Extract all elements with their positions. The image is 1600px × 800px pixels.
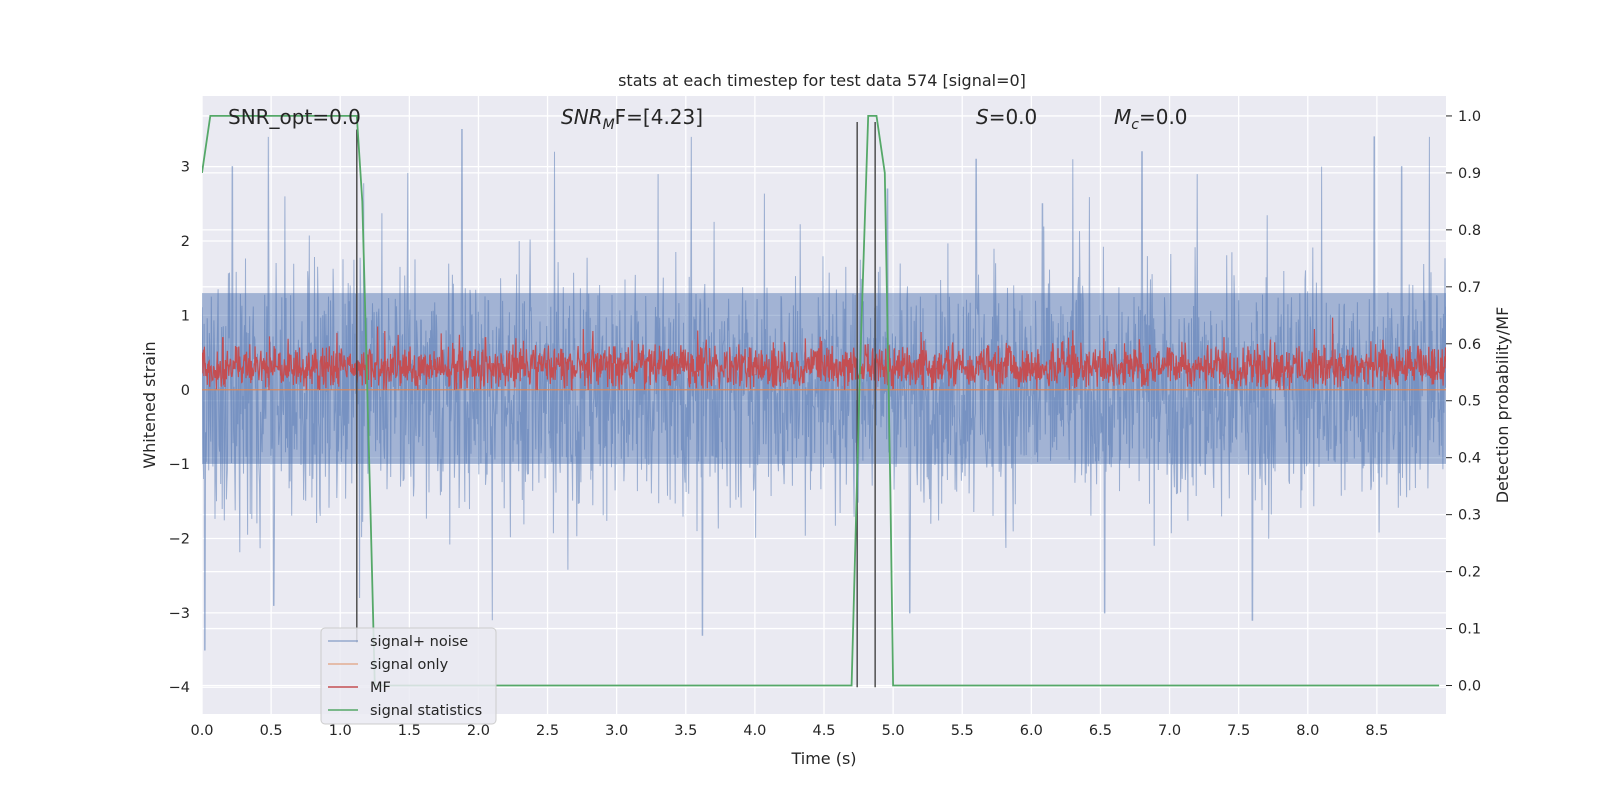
x-tick-label: 2.0 bbox=[467, 723, 490, 739]
y-axis-label: Whitened strain bbox=[140, 341, 159, 468]
y2-tick-label: 0.7 bbox=[1458, 280, 1481, 296]
y2-tick-label: 0.8 bbox=[1458, 223, 1481, 239]
x-tick-label: 1.0 bbox=[329, 723, 352, 739]
annotation-mc-sub: c bbox=[1131, 117, 1139, 133]
y-tick-label: 1 bbox=[181, 308, 190, 324]
y-ticks: −4 −3 −2 −1 0 1 2 3 bbox=[169, 160, 190, 697]
annotation-s-tail: =0.0 bbox=[989, 105, 1038, 129]
annotation-s-main: S bbox=[976, 105, 989, 129]
annotation-s: S=0.0 bbox=[976, 105, 1037, 129]
annotation-snr-mf: SNRMF=[4.23] bbox=[561, 105, 703, 133]
y2-tick-label: 0.5 bbox=[1458, 394, 1481, 410]
annotation-snr-opt: SNR_opt=0.0 bbox=[228, 105, 361, 129]
y2-tick-label: 0.1 bbox=[1458, 622, 1481, 638]
legend-label-signal-statistics: signal statistics bbox=[370, 703, 482, 719]
signal-statistics-series bbox=[202, 115, 1440, 687]
x-tick-label: 1.5 bbox=[398, 723, 421, 739]
mf-series bbox=[202, 317, 1446, 392]
y2-tick-label: 0.4 bbox=[1458, 451, 1481, 467]
legend-label-signal-noise: signal+ noise bbox=[370, 634, 468, 650]
y2-tick-label: 0.9 bbox=[1458, 166, 1481, 182]
x-ticks: 0.0 0.5 1.0 1.5 2.0 2.5 3.0 3.5 4.0 4.5 5.0 5.5 6.0 6… bbox=[190, 723, 1388, 739]
y-tick-label: −4 bbox=[169, 680, 190, 696]
plot-series bbox=[202, 115, 1446, 688]
y-tick-label: −3 bbox=[169, 606, 190, 622]
x-axis-label: Time (s) bbox=[790, 749, 856, 768]
y2-tick-label: 0.6 bbox=[1458, 337, 1481, 353]
y-tick-label: 0 bbox=[181, 383, 190, 399]
legend-box bbox=[320, 627, 497, 725]
x-tick-label: 4.0 bbox=[743, 723, 766, 739]
x-tick-label: 3.5 bbox=[674, 723, 697, 739]
legend-label-mf: MF bbox=[370, 680, 391, 696]
x-tick-label: 3.0 bbox=[605, 723, 628, 739]
x-tick-label: 2.5 bbox=[536, 723, 559, 739]
annotation-snr-mf-tail: F=[4.23] bbox=[615, 105, 703, 129]
y2-axis-label: Detection probability/MF bbox=[1493, 307, 1512, 504]
x-tick-label: 0.5 bbox=[260, 723, 283, 739]
x-tick-label: 5.5 bbox=[951, 723, 974, 739]
x-tick-label: 0.0 bbox=[190, 723, 213, 739]
y-tick-label: −1 bbox=[169, 457, 190, 473]
annotation-snr-mf-sub: M bbox=[603, 117, 615, 133]
x-tick-label: 8.0 bbox=[1296, 723, 1319, 739]
y2-tick-label: 0.0 bbox=[1458, 679, 1481, 695]
annotation-mc-tail: =0.0 bbox=[1139, 105, 1188, 129]
x-tick-label: 6.0 bbox=[1020, 723, 1043, 739]
y-tick-label: −2 bbox=[169, 531, 190, 547]
x-tick-label: 8.5 bbox=[1365, 723, 1388, 739]
vertical-lines bbox=[356, 122, 876, 688]
annotation-mc-main: M bbox=[1114, 105, 1131, 129]
x-tick-label: 5.0 bbox=[882, 723, 905, 739]
annotation-mc: Mc=0.0 bbox=[1114, 105, 1188, 133]
x-tick-label: 7.0 bbox=[1158, 723, 1181, 739]
legend: signal+ noise signal only MF signal stat… bbox=[320, 627, 497, 725]
x-tick-label: 7.5 bbox=[1227, 723, 1250, 739]
y2-tick-label: 0.3 bbox=[1458, 508, 1481, 524]
x-tick-label: 6.5 bbox=[1089, 723, 1112, 739]
chart-title: stats at each timestep for test data 574… bbox=[618, 71, 1026, 90]
y-tick-label: 2 bbox=[181, 234, 190, 250]
mf-line bbox=[202, 317, 1446, 392]
y2-ticks: 0.0 0.1 0.2 0.3 0.4 0.5 0.6 0.7 0.8 0.9 1.0 bbox=[1446, 109, 1481, 695]
legend-label-signal-only: signal only bbox=[370, 657, 449, 673]
x-tick-label: 4.5 bbox=[812, 723, 835, 739]
y2-tick-label: 1.0 bbox=[1458, 109, 1481, 125]
y2-tick-label: 0.2 bbox=[1458, 565, 1481, 581]
y-tick-label: 3 bbox=[181, 160, 190, 176]
signal-statistics-line bbox=[202, 115, 1440, 687]
annotation-snr-mf-main: SNR bbox=[561, 105, 603, 129]
